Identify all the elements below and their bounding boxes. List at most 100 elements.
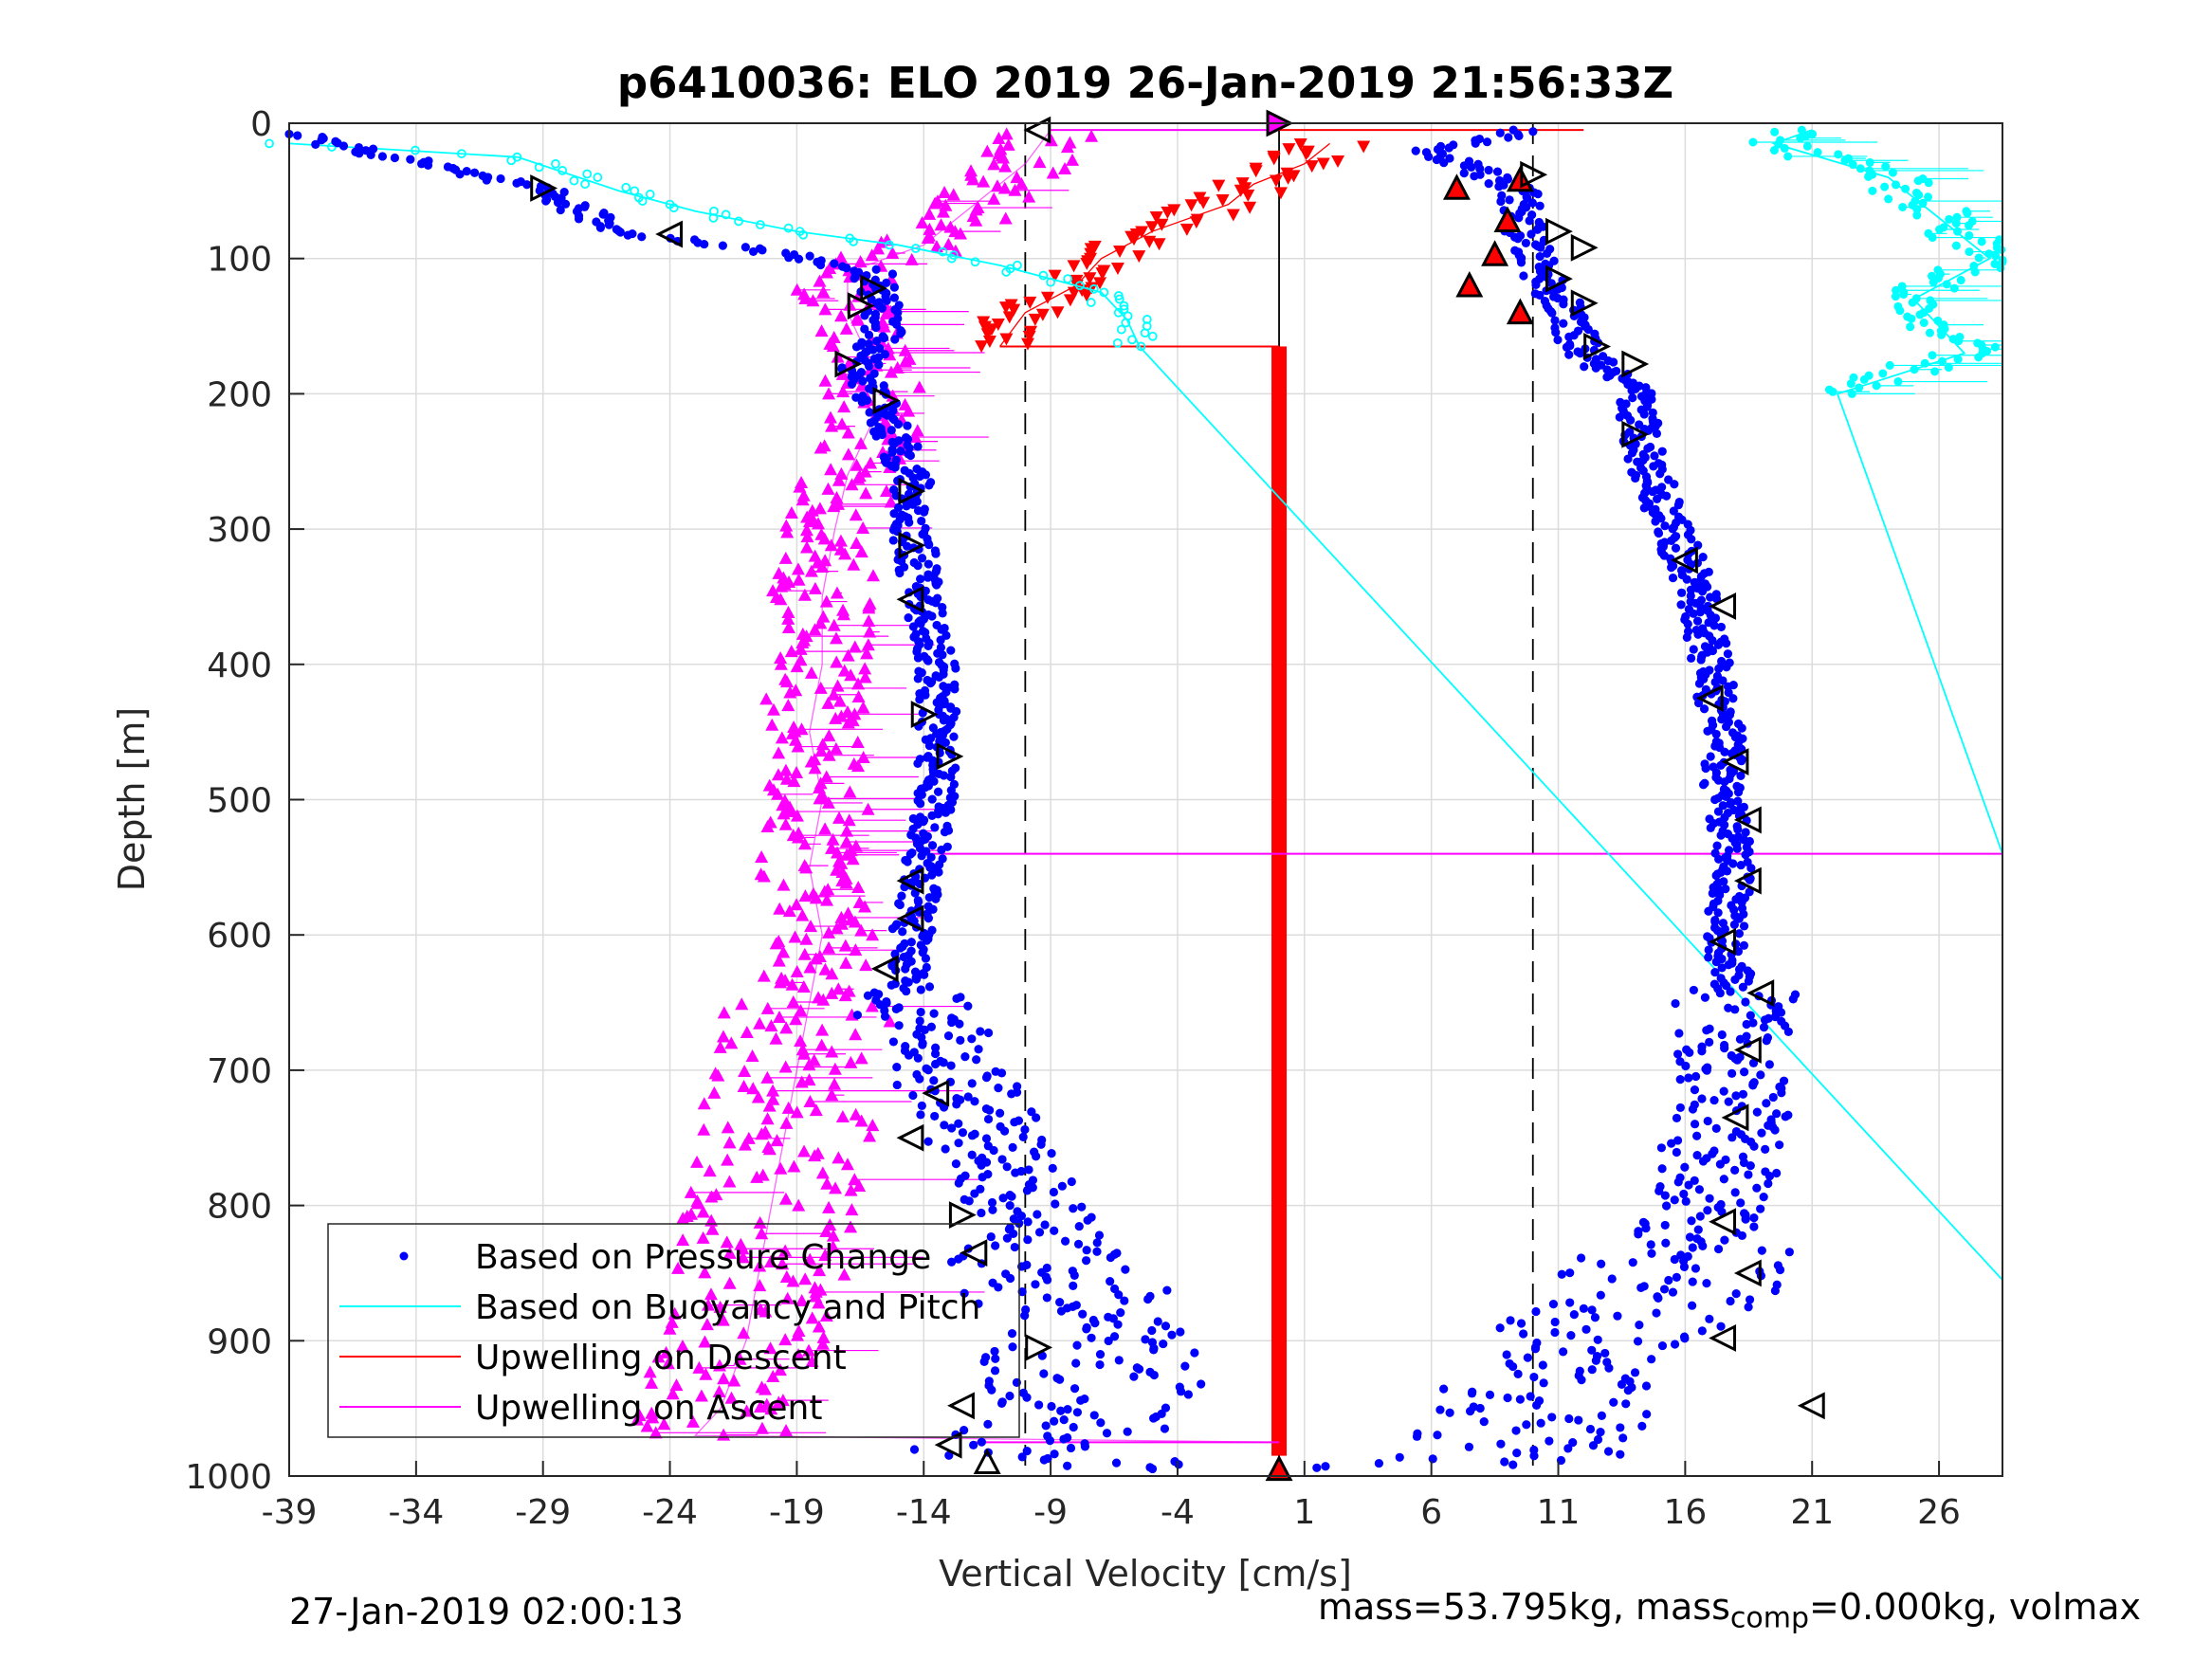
triangle-marker [847, 292, 875, 320]
pressure-point [860, 324, 869, 334]
pressure-point [1729, 920, 1739, 929]
ascent-point [763, 1341, 777, 1355]
pressure-point [998, 1194, 1008, 1203]
pressure-point [1704, 953, 1713, 962]
pressure-point [560, 199, 571, 209]
legend-label: Upwelling on Descent [475, 1339, 847, 1377]
pressure-point [1102, 1429, 1112, 1438]
pressure-point [1695, 608, 1705, 617]
buoyancy-point [1780, 143, 1789, 153]
triangle-marker [1493, 206, 1522, 233]
pressure-point [892, 1063, 902, 1072]
ascent-point [996, 151, 1011, 164]
pressure-point [1526, 1392, 1535, 1401]
pressure-point [1636, 1283, 1646, 1292]
ascent-point [824, 463, 838, 476]
ascent-point [779, 519, 794, 532]
ascent-point [762, 1099, 777, 1112]
pressure-point [920, 1025, 929, 1034]
pressure-point [930, 1048, 941, 1059]
ascent-point [781, 606, 795, 619]
ascent-point [987, 191, 1001, 205]
pressure-point [1728, 1068, 1737, 1078]
pressure-point [1719, 1086, 1728, 1096]
pressure-point [1709, 621, 1719, 630]
ascent-point [676, 1233, 690, 1247]
ascent-point [813, 501, 827, 515]
ascent-point [779, 1269, 794, 1283]
buoyancy-point [1881, 162, 1891, 172]
ascent-point [820, 1176, 834, 1190]
triangle-marker [1481, 240, 1509, 266]
ascent-point [847, 557, 861, 571]
pressure-point [1581, 1324, 1591, 1334]
ascent-point [675, 1340, 689, 1353]
triangle-marker [896, 1123, 924, 1152]
pressure-point [927, 811, 937, 820]
pressure-point [890, 463, 900, 472]
pressure-point [1748, 1058, 1759, 1067]
buoyancy-point [970, 257, 980, 267]
pressure-point [1694, 1185, 1704, 1194]
legend: Based on Pressure Change Based on Buoyanc… [327, 1223, 1020, 1438]
pressure-point [985, 1105, 995, 1115]
pressure-point [1057, 1181, 1067, 1191]
pressure-point [1180, 1361, 1190, 1371]
triangle-marker [870, 955, 899, 983]
pressure-point [1731, 1289, 1741, 1299]
pressure-point [1007, 1089, 1016, 1099]
pressure-point [1496, 196, 1506, 207]
pressure-point [1523, 1353, 1532, 1362]
pressure-point [981, 1134, 992, 1143]
pressure-point [1051, 1199, 1060, 1209]
triangle-marker [1621, 420, 1650, 448]
ascent-point [827, 687, 841, 701]
ascent-point [839, 876, 853, 889]
ascent-point [785, 977, 799, 991]
pressure-point [889, 293, 899, 302]
pressure-point [1713, 1244, 1724, 1254]
ascent-point [814, 1038, 829, 1051]
ascent-point [829, 711, 843, 724]
ascent-point [676, 1212, 690, 1225]
pressure-point [933, 787, 943, 796]
ascent-point [858, 900, 872, 913]
ascent-point [745, 1049, 759, 1063]
ascent-point [666, 1387, 680, 1400]
ascent-point [786, 994, 800, 1008]
pressure-point [1066, 1443, 1076, 1453]
ascent-point [776, 1257, 790, 1270]
buoyancy-point [1901, 184, 1910, 193]
ascent-point [818, 822, 832, 835]
pressure-point [990, 1366, 1000, 1376]
triangle-marker [655, 220, 684, 248]
pressure-point [1706, 823, 1715, 832]
pressure-point [1007, 1328, 1017, 1339]
pressure-point [1615, 412, 1624, 422]
ascent-point [812, 1320, 826, 1333]
ascent-point [813, 792, 827, 805]
ascent-point [843, 785, 857, 798]
pressure-point [1017, 1452, 1027, 1462]
ascent-point [987, 157, 1001, 171]
pressure-point [1514, 131, 1524, 141]
pressure-point [1670, 1195, 1679, 1205]
pressure-point [1662, 491, 1672, 501]
ascent-point [773, 1363, 787, 1376]
pressure-point [1005, 1201, 1015, 1211]
pressure-point [1149, 1370, 1159, 1380]
pressure-point [927, 611, 937, 621]
pressure-point [947, 1257, 957, 1267]
ascent-point [643, 1365, 657, 1378]
pressure-point [1706, 752, 1715, 761]
pressure-point [1069, 1422, 1078, 1432]
ascent-point [789, 1012, 803, 1026]
ascent-point [735, 997, 749, 1011]
pressure-point [1781, 1112, 1790, 1121]
buoyancy-point [1933, 316, 1943, 325]
triangle-marker [1545, 264, 1573, 293]
ascent-point [722, 1276, 737, 1289]
pressure-point [932, 580, 941, 590]
ascent-point [809, 952, 823, 965]
pressure-point [1739, 921, 1749, 931]
